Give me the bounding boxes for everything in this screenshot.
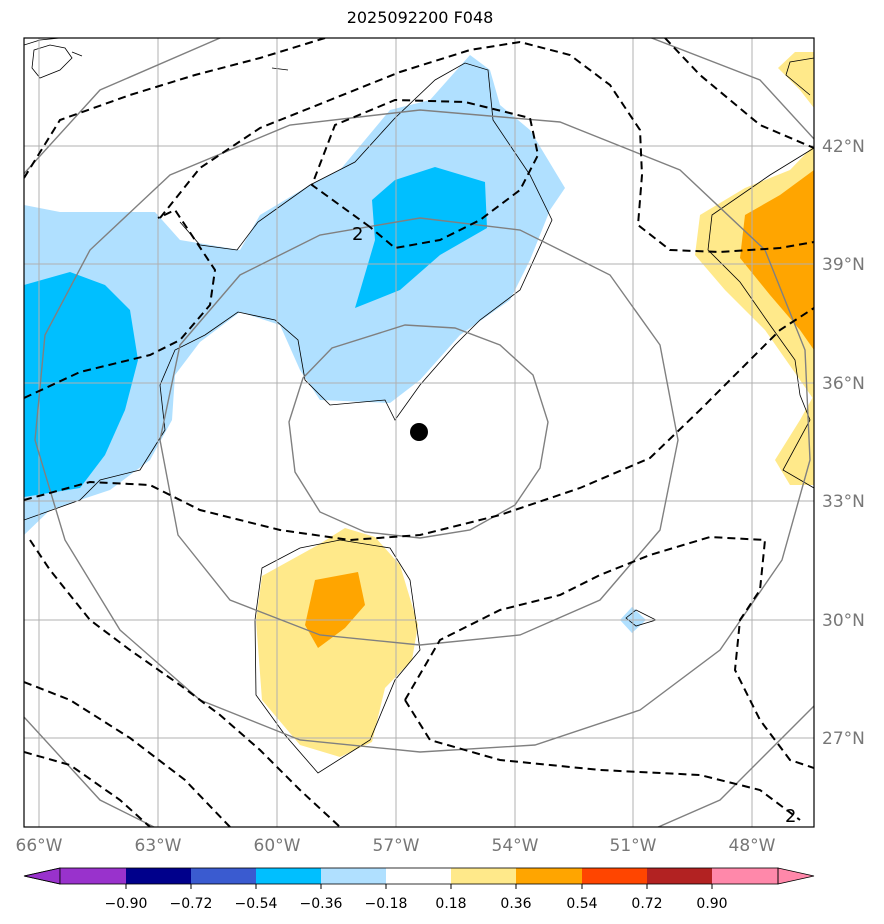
colorbar-label-5: 0.18 — [435, 896, 466, 912]
dashed-contour-southwest-low — [24, 681, 231, 827]
blue-region-west — [24, 272, 138, 497]
lat-label-39n: 39°N — [822, 255, 865, 275]
contour-label-southeast: 2 — [785, 806, 796, 827]
lat-label-33n: 33°N — [822, 492, 865, 512]
shade-outline-east — [707, 147, 814, 489]
colorbar-label-3: −0.36 — [300, 896, 343, 912]
yellow-region-south — [256, 528, 418, 757]
lon-label-63w: 63°W — [135, 836, 182, 856]
colorbar: −0.90 −0.72 −0.54 −0.36 −0.18 0.18 0.36 … — [23, 867, 815, 912]
dashed-contour-northeast — [664, 38, 814, 149]
dashed-contour-southwest-corner — [24, 751, 151, 827]
colorbar-frame — [59, 867, 779, 885]
colorbar-edge-top-left — [23, 867, 61, 877]
colorbar-edge-bottom-left — [23, 875, 61, 885]
colorbar-extend-high — [777, 867, 815, 885]
colorbar-label-0: −0.90 — [105, 896, 148, 912]
colorbar-segment-4 — [321, 868, 386, 884]
colorbar-label-1: −0.72 — [170, 896, 213, 912]
colorbar-segment-8 — [582, 868, 647, 884]
colorbar-label-6: 0.36 — [500, 896, 531, 912]
lon-label-57w: 57°W — [373, 836, 420, 856]
lon-label-60w: 60°W — [254, 836, 301, 856]
colorbar-segment-2 — [191, 868, 256, 884]
dashed-contour-northwest — [24, 38, 326, 179]
shade-outline-north — [24, 62, 553, 521]
dashed-contour-center-band — [24, 307, 814, 542]
colorbar-segment-0 — [60, 868, 126, 884]
lon-label-54w: 54°W — [492, 836, 539, 856]
colorbar-label-2: −0.54 — [235, 896, 278, 912]
lat-label-42n: 42°N — [822, 137, 865, 157]
yellow-region-east-lower — [775, 395, 814, 485]
yellow-region-northeast — [778, 52, 814, 108]
dashed-contour-southwest — [29, 539, 341, 827]
colorbar-segment-7 — [516, 868, 582, 884]
range-ring-3 — [34, 109, 811, 753]
colorbar-segment-3 — [256, 868, 321, 884]
contour-label-north: 2 — [352, 224, 363, 245]
shade-outline-south — [254, 539, 421, 774]
lat-label-27n: 27°N — [822, 729, 865, 749]
map-title: 2025092200 F048 — [346, 8, 494, 27]
blue-region-north — [355, 167, 487, 308]
colorbar-segment-6 — [451, 868, 516, 884]
dashed-contour-south-inner — [404, 699, 801, 821]
colorbar-label-8: 0.72 — [631, 896, 662, 912]
orange-region-east — [740, 170, 814, 350]
colorbar-label-9: 0.90 — [696, 896, 727, 912]
map-frame — [23, 37, 815, 828]
storm-center-marker — [410, 423, 428, 441]
colorbar-label-4: −0.18 — [365, 896, 408, 912]
colorbar-segment-10 — [712, 868, 778, 884]
shade-outline-northeast — [785, 57, 814, 96]
colorbar-segment-1 — [126, 868, 191, 884]
dashed-contour-north-arc — [159, 40, 814, 254]
dashed-contour-north-loop — [310, 98, 540, 250]
orange-region-south — [305, 572, 365, 648]
dashed-contour-south-loop — [404, 535, 814, 769]
lat-label-30n: 30°N — [822, 611, 865, 631]
lon-label-66w: 66°W — [16, 836, 63, 856]
lon-label-51w: 51°W — [610, 836, 657, 856]
colorbar-extend-low — [23, 867, 61, 885]
dashed-contour-west — [24, 208, 217, 399]
lon-label-48w: 48°W — [729, 836, 776, 856]
colorbar-segment-5 — [386, 868, 451, 884]
colorbar-segment-9 — [647, 868, 712, 884]
lat-label-36n: 36°N — [822, 374, 865, 394]
range-ring-1 — [288, 324, 549, 539]
coastline-northwest — [24, 38, 289, 79]
range-ring-2 — [159, 217, 679, 646]
colorbar-label-7: 0.54 — [566, 896, 597, 912]
